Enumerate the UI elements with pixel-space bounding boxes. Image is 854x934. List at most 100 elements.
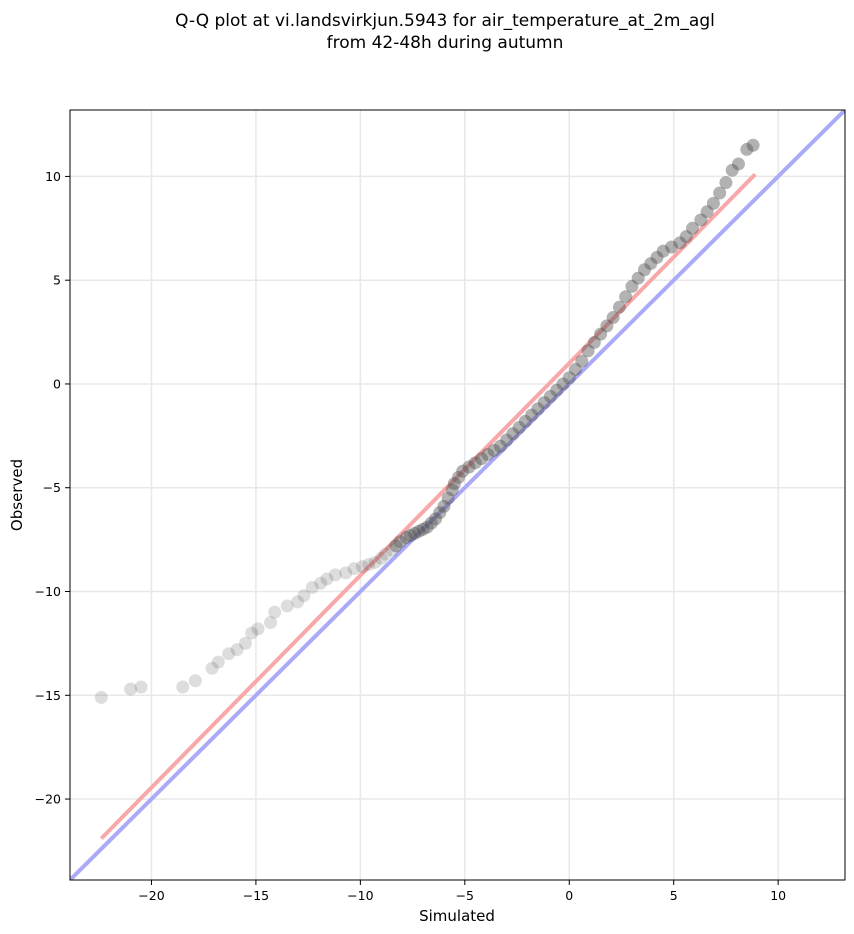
data-point <box>268 605 282 619</box>
data-point <box>456 464 470 478</box>
data-point <box>211 655 225 669</box>
data-point <box>569 362 583 376</box>
data-point <box>339 566 353 580</box>
y-tick-label: −5 <box>43 480 61 495</box>
data-point <box>320 572 334 586</box>
y-tick-label: −15 <box>35 688 61 703</box>
data-point <box>347 562 361 576</box>
data-point <box>374 551 388 565</box>
data-point <box>543 389 557 403</box>
data-point <box>280 599 294 613</box>
data-point <box>581 344 595 358</box>
y-tick-label: 10 <box>45 169 61 184</box>
data-point <box>475 452 489 466</box>
x-tick-label: −10 <box>347 888 373 903</box>
data-point <box>245 626 259 640</box>
data-point <box>512 421 526 435</box>
data-point <box>441 491 455 505</box>
data-point <box>656 244 670 258</box>
data-point <box>594 327 608 341</box>
data-point <box>176 680 190 694</box>
data-point <box>314 576 328 590</box>
data-point <box>637 263 651 277</box>
data-point <box>550 383 564 397</box>
axis-ticks: −20 −15 −10 −5 0 5 10 −20 −15 −10 −5 0 5 10 <box>35 169 787 903</box>
chart-title-line-2: from 42-48h during autumn <box>327 33 564 53</box>
data-point <box>297 589 311 603</box>
data-point <box>368 555 382 569</box>
data-point <box>556 377 570 391</box>
data-point <box>291 595 305 609</box>
data-point <box>433 506 447 520</box>
data-point <box>468 456 482 470</box>
data-point <box>378 547 392 561</box>
data-point <box>575 354 589 368</box>
data-point <box>393 535 407 549</box>
data-point <box>403 528 417 542</box>
data-point <box>644 257 658 271</box>
data-point <box>452 470 466 484</box>
x-axis-label: Simulated <box>419 907 495 925</box>
data-point <box>537 396 551 410</box>
data-point <box>562 371 576 385</box>
data-point <box>385 543 399 557</box>
data-point <box>731 157 745 171</box>
data-point <box>725 163 739 177</box>
data-point <box>719 176 733 190</box>
data-point <box>412 524 426 538</box>
x-tick-label: −5 <box>456 888 474 903</box>
x-tick-label: 0 <box>565 888 573 903</box>
x-tick-label: 10 <box>770 888 786 903</box>
data-point <box>487 443 501 457</box>
data-point <box>493 439 507 453</box>
data-point <box>587 335 601 349</box>
data-point <box>600 319 614 333</box>
data-point <box>631 271 645 285</box>
data-point <box>437 499 451 513</box>
data-point <box>746 138 760 152</box>
data-point <box>713 186 727 200</box>
data-point <box>612 300 626 314</box>
data-point <box>424 516 438 530</box>
data-point <box>665 240 679 254</box>
data-point <box>230 643 244 657</box>
plot-frame <box>69 109 846 881</box>
data-point <box>429 512 443 526</box>
data-point <box>619 290 633 304</box>
fit-line <box>99 172 757 840</box>
data-point <box>481 448 495 462</box>
data-point <box>238 636 252 650</box>
x-tick-label: 5 <box>670 888 678 903</box>
reference-lines <box>70 110 845 880</box>
data-point <box>506 427 520 441</box>
y-tick-label: −10 <box>35 584 61 599</box>
data-point <box>445 483 459 497</box>
data-point <box>686 221 700 235</box>
data-point <box>251 622 265 636</box>
data-point <box>389 539 403 553</box>
data-point <box>462 460 476 474</box>
data-point <box>650 250 664 264</box>
grid <box>70 110 845 880</box>
data-point <box>416 522 430 536</box>
data-point <box>264 616 278 630</box>
data-point <box>740 142 754 156</box>
y-axis-label: Observed <box>8 459 26 531</box>
data-point <box>420 520 434 534</box>
data-point <box>188 674 202 688</box>
data-point <box>525 408 539 422</box>
y-tick-label: 0 <box>53 376 61 391</box>
y-tick-label: −20 <box>35 792 61 807</box>
one-to-one-line <box>70 110 845 880</box>
data-point <box>328 568 342 582</box>
data-point <box>518 414 532 428</box>
data-points <box>94 138 760 704</box>
data-point <box>134 680 148 694</box>
y-tick-label: 5 <box>53 273 61 288</box>
data-point <box>305 580 319 594</box>
data-point <box>673 236 687 250</box>
data-point <box>500 433 514 447</box>
data-point <box>625 279 639 293</box>
data-point <box>124 682 138 696</box>
